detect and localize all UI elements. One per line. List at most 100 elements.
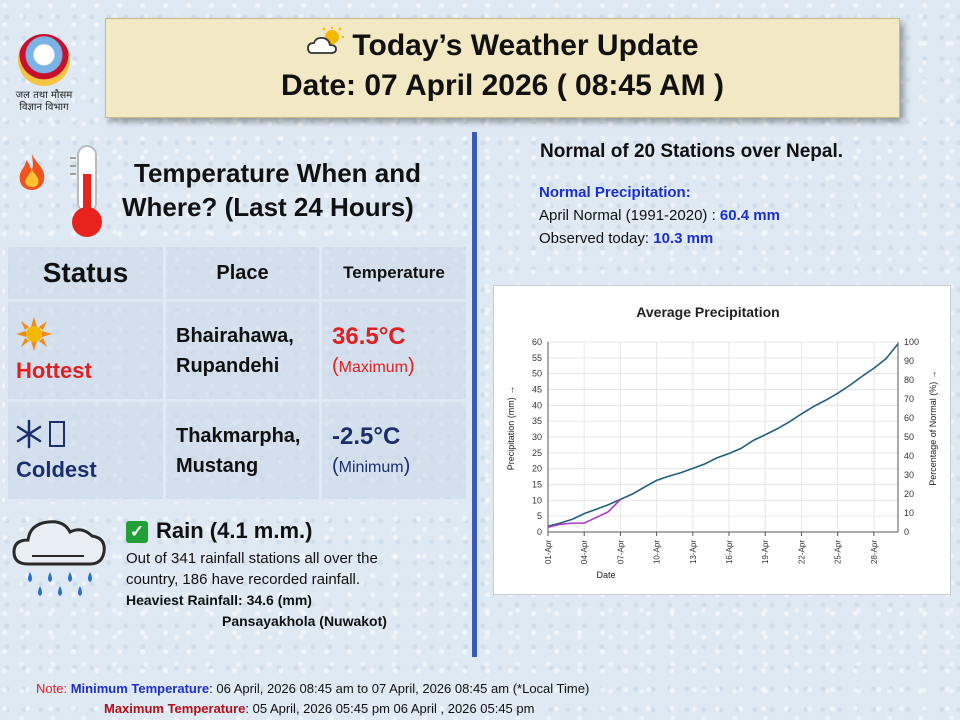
- y2-tick-label: 50: [904, 432, 914, 442]
- y2-tick-label: 60: [904, 413, 914, 423]
- y2-tick-label: 0: [904, 527, 909, 537]
- hottest-place-line1: Bhairahawa,: [176, 324, 294, 347]
- hottest-sublabel: (Maximum): [332, 355, 415, 377]
- heaviest-rainfall: Heaviest Rainfall: 34.6 (mm): [126, 592, 312, 608]
- temperature-heading-line1: Temperature When and: [134, 158, 422, 188]
- coldest-place-line1: Thakmarpha,: [176, 424, 301, 447]
- observed-today-value: 10.3 mm: [653, 230, 714, 247]
- x-tick-label: 16-Apr: [725, 540, 734, 564]
- y2-tick-label: 70: [904, 394, 914, 404]
- rain-title: ✓ Rain (4.1 m.m.): [126, 518, 456, 544]
- hottest-place-line2: Rupandehi: [176, 354, 280, 377]
- temperature-table: Status Place Temperature Hottest Bhairah…: [5, 244, 469, 502]
- temperature-heading: Temperature When and Where? (Last 24 Hou…: [122, 156, 462, 224]
- y-tick-label: 5: [537, 511, 542, 521]
- y2-tick-label: 90: [904, 356, 914, 366]
- coldest-value: -2.5°C: [332, 423, 401, 450]
- y2-axis-label: Percentage of Normal (%) →: [928, 370, 938, 486]
- check-icon: ✓: [126, 521, 148, 543]
- temperature-heading-line2: Where? (Last 24 Hours): [122, 192, 414, 222]
- rain-desc-line2: country, 186 have recorded rainfall.: [126, 571, 361, 588]
- y-tick-label: 50: [532, 369, 542, 379]
- hottest-temp-cell: 36.5°C (Maximum): [319, 299, 469, 402]
- org-name-line2: विज्ञान विभाग: [19, 102, 69, 113]
- y-tick-label: 20: [532, 464, 542, 474]
- hottest-value: 36.5°C: [332, 323, 406, 350]
- hottest-row: Hottest Bhairahawa, Rupandehi 36.5°C (Ma…: [5, 299, 469, 402]
- y2-tick-label: 30: [904, 470, 914, 480]
- footnote: Note: Minimum Temperature: 06 April, 202…: [36, 679, 589, 719]
- min-temp-label: Minimum Temperature: [70, 681, 210, 696]
- y2-tick-label: 100: [904, 337, 919, 347]
- note-line2: Maximum Temperature: 05 April, 2026 05:4…: [36, 699, 589, 719]
- observed-today-line: Observed today: 10.3 mm: [539, 230, 714, 247]
- rain-description: Out of 341 rainfall stations all over th…: [126, 548, 456, 632]
- y-tick-label: 60: [532, 337, 542, 347]
- sun-burst-icon: [16, 317, 163, 358]
- table-header-row: Status Place Temperature: [5, 244, 469, 302]
- coldest-status-cell: Coldest: [5, 399, 166, 502]
- y2-tick-label: 10: [904, 508, 914, 518]
- cumulative-observed-line: [547, 343, 899, 528]
- coldest-row: Coldest Thakmarpha, Mustang -2.5°C (Mini…: [5, 399, 469, 502]
- hottest-label: Hottest: [16, 358, 92, 383]
- y-tick-label: 45: [532, 385, 542, 395]
- y2-tick-label: 80: [904, 375, 914, 385]
- y-tick-label: 40: [532, 400, 542, 410]
- rain-summary: ✓ Rain (4.1 m.m.) Out of 341 rainfall sta…: [126, 518, 456, 632]
- x-tick-label: 10-Apr: [653, 540, 662, 564]
- coldest-place-cell: Thakmarpha, Mustang: [163, 399, 322, 502]
- org-name-line1: जल तथा मौसम: [15, 90, 73, 101]
- thermometer-icon: [64, 144, 110, 240]
- header-date: Date: 07 April 2026 ( 08:45 AM ): [281, 69, 724, 102]
- april-normal-value: 60.4 mm: [719, 207, 780, 224]
- chart-svg: Average Precipitation 0 5 10 15 20 25 30 35 40 45…: [506, 304, 938, 580]
- rain-desc-line1: Out of 341 rainfall stations all over th…: [126, 550, 378, 567]
- y-tick-label: 25: [532, 448, 542, 458]
- y-tick-label: 35: [532, 416, 542, 426]
- normal-precipitation-block: Normal Precipitation: April Normal (1991…: [539, 181, 780, 250]
- y-tick-label: 0: [537, 527, 542, 537]
- department-logo: जल तथा मौसम विज्ञान विभाग: [8, 34, 80, 124]
- status-column-header: Status: [5, 244, 166, 302]
- x-tick-label: 04-Apr: [580, 540, 589, 564]
- x-tick-label: 13-Apr: [689, 540, 698, 564]
- snowflake-icon: [16, 418, 163, 457]
- normal-precipitation-label: Normal Precipitation:: [539, 184, 691, 201]
- header-title: Today’s Weather Update: [352, 29, 699, 62]
- x-tick-label: 25-Apr: [834, 540, 843, 564]
- hottest-status-cell: Hottest: [5, 299, 166, 402]
- x-tick-label: 01-Apr: [544, 540, 553, 564]
- coldest-temp-cell: -2.5°C (Minimum): [319, 399, 469, 502]
- y-tick-label: 10: [532, 495, 542, 505]
- coldest-label: Coldest: [16, 457, 97, 482]
- x-tick-label: 22-Apr: [797, 540, 806, 564]
- x-axis-label: Date: [596, 570, 615, 580]
- note-label: Note:: [36, 681, 68, 696]
- nepal-emblem-icon: [18, 34, 70, 86]
- y-tick-label: 15: [532, 480, 542, 490]
- y2-tick-label: 20: [904, 489, 914, 499]
- precipitation-chart: Average Precipitation 0 5 10 15 20 25 30 35 40 45…: [493, 285, 951, 595]
- temperature-column-header: Temperature: [319, 244, 469, 302]
- x-tick-label: 07-Apr: [616, 540, 625, 564]
- place-column-header: Place: [163, 244, 322, 302]
- normal-title: Normal of 20 Stations over Nepal.: [540, 141, 844, 162]
- fire-icon: [12, 152, 52, 201]
- heaviest-rainfall-place: Pansayakhola (Nuwakot): [222, 613, 387, 629]
- coldest-place-line2: Mustang: [176, 454, 259, 477]
- normal-line: [547, 498, 621, 529]
- header-banner: Today’s Weather Update Date: 07 April 20…: [105, 18, 900, 118]
- note-line1: Note: Minimum Temperature: 06 April, 202…: [36, 679, 589, 699]
- temperature-graphic: [12, 142, 112, 242]
- min-temp-period: : 06 April, 2026 08:45 am to 07 April, 2…: [209, 681, 590, 696]
- y-tick-label: 30: [532, 432, 542, 442]
- max-temp-period: : 05 April, 2026 05:45 pm 06 April , 202…: [245, 701, 535, 716]
- coldest-sublabel: (Minimum): [332, 455, 411, 477]
- hottest-place-cell: Bhairahawa, Rupandehi: [163, 299, 322, 402]
- y2-tick-label: 40: [904, 451, 914, 461]
- max-temp-label: Maximum Temperature: [104, 701, 246, 716]
- sun-cloud-icon: [306, 27, 346, 65]
- x-tick-label: 28-Apr: [870, 540, 879, 564]
- y-axis-label: Precipitation (mm) →: [506, 386, 516, 471]
